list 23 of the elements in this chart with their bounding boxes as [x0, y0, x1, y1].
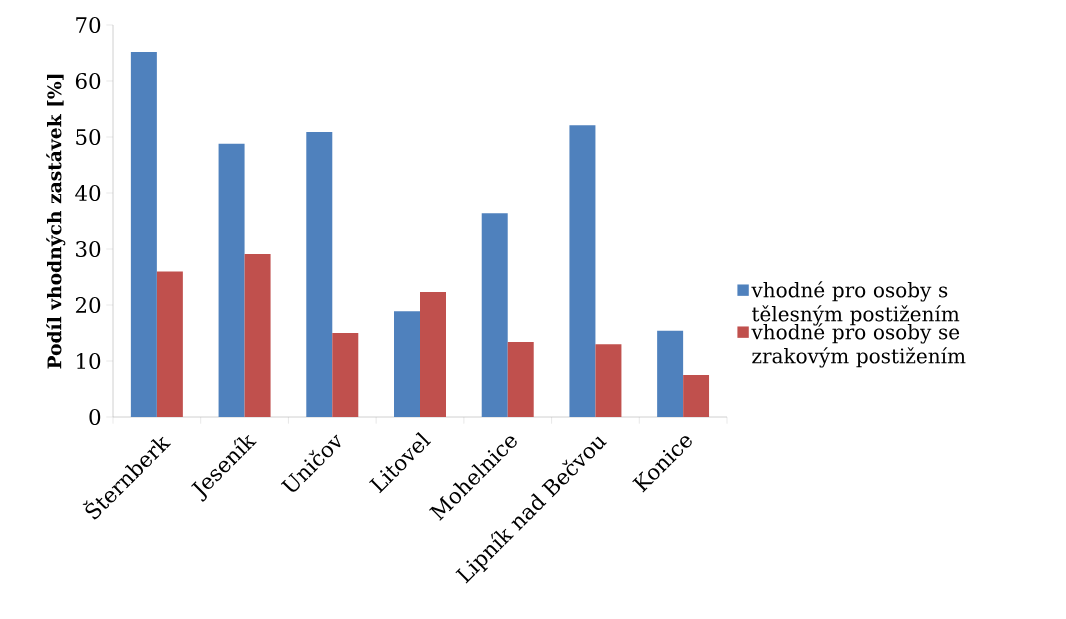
bar: [507, 341, 534, 417]
bar: [394, 311, 420, 417]
y-tick-label: 10: [77, 352, 101, 370]
bar: [657, 330, 684, 417]
bar: [420, 292, 446, 417]
bar: [595, 344, 622, 417]
bar: [130, 51, 157, 417]
y-tick-label: 70: [76, 16, 101, 34]
bar: [569, 125, 596, 417]
bar: [332, 333, 359, 417]
bar: [156, 271, 183, 417]
y-tick-label: 50: [76, 128, 101, 146]
bar: [244, 254, 271, 417]
y-tick-label: 0: [89, 408, 101, 426]
y-tick-label: 60: [75, 72, 101, 90]
y-tick-label: 40: [75, 184, 101, 202]
bar: [481, 213, 508, 417]
bar: [306, 131, 333, 417]
bar: [683, 375, 710, 417]
bar: [218, 143, 245, 417]
y-tick-label: 20: [75, 296, 101, 314]
y-axis-title: Podíl vhodných zastávek [%]: [46, 74, 66, 369]
y-tick-label: 30: [76, 240, 101, 258]
